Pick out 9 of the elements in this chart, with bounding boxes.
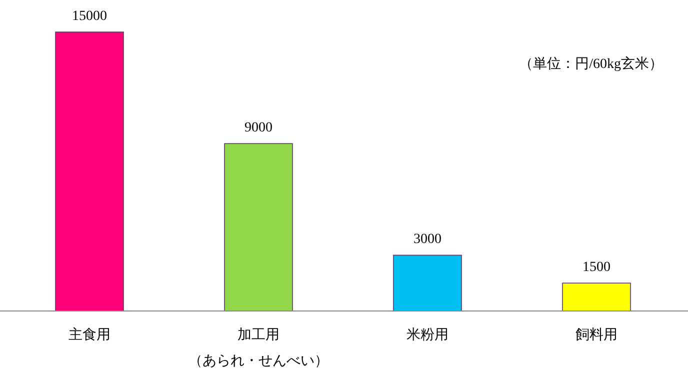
x-tick-label: 米粉用 <box>406 327 448 343</box>
annotation: （単位：円/60kg玄米） <box>519 56 663 72</box>
data-label: 3000 <box>414 232 442 248</box>
x-tick-label: 加工用（あられ・せんべい） <box>188 327 328 369</box>
x-tick-label: 飼料用 <box>576 327 618 343</box>
data-label: 15000 <box>72 9 107 24</box>
data-label: 1500 <box>582 260 610 276</box>
x-tick-label: 主食用 <box>68 327 110 343</box>
data-label: 9000 <box>244 120 272 136</box>
